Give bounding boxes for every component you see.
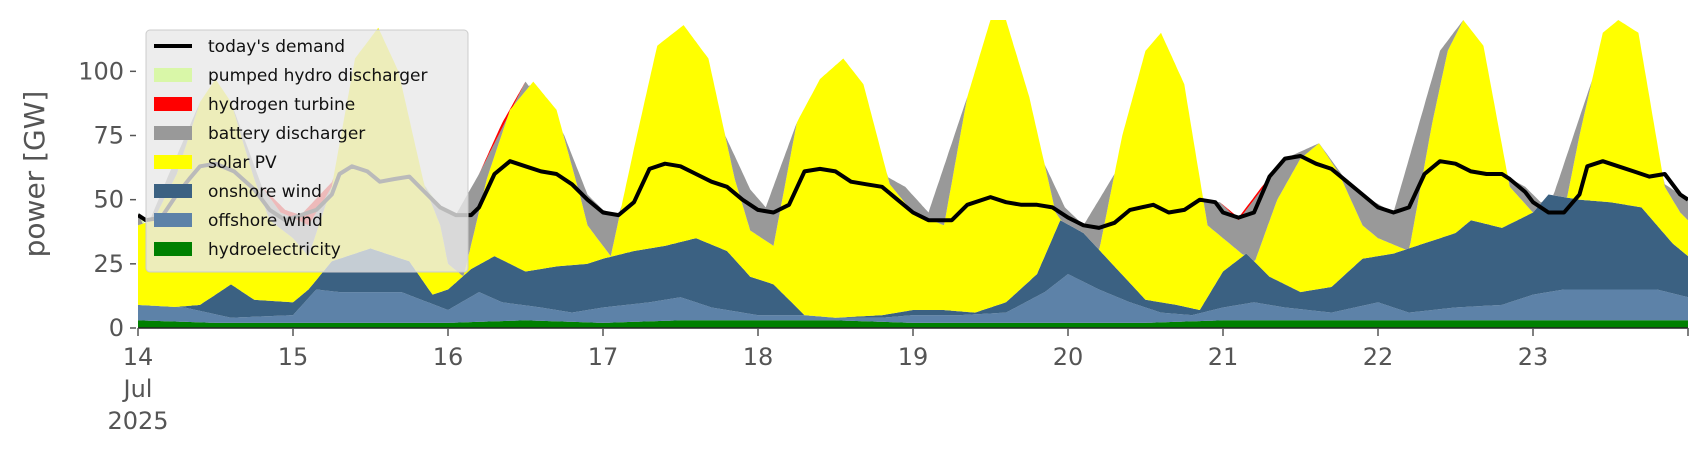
x-tick-label: 16 (433, 343, 464, 371)
legend-label: battery discharger (208, 124, 365, 144)
y-tick-label: 50 (93, 186, 124, 214)
x-tick-label: 19 (898, 343, 929, 371)
legend-label: hydroelectricity (208, 240, 341, 260)
legend-label: onshore wind (208, 182, 322, 202)
axes: 0 25 50 75 100 14 Jul 2025 15 16 17 18 19 20 21 22 23 (78, 57, 1689, 435)
y-axis-label: power [GW] (18, 91, 51, 258)
x-tick-sublabel: Jul (122, 375, 153, 403)
onshore-wind-area (138, 194, 1688, 318)
x-tick-label: 17 (588, 343, 619, 371)
legend-swatch (154, 97, 192, 111)
legend: today's demand pumped hydro discharger hyd… (145, 29, 469, 273)
legend-swatch (154, 184, 192, 198)
x-tick-label: 20 (1053, 343, 1084, 371)
x-tick-label: 15 (278, 343, 309, 371)
legend-swatch (154, 155, 192, 169)
legend-label: today's demand (208, 37, 345, 57)
y-tick-label: 100 (78, 57, 124, 85)
x-tick-label: 22 (1363, 343, 1394, 371)
x-tick-label: 21 (1208, 343, 1239, 371)
legend-swatch (154, 68, 192, 82)
legend-swatch (154, 242, 192, 256)
legend-label: pumped hydro discharger (208, 66, 427, 86)
hydroelectricity-area (138, 320, 1688, 328)
legend-swatch (154, 126, 192, 140)
x-tick-label: 14 (123, 343, 154, 371)
y-tick-label: 25 (93, 250, 124, 278)
legend-box (145, 29, 469, 273)
x-tick-label: 23 (1518, 343, 1549, 371)
legend-label: offshore wind (208, 211, 323, 231)
stacked-areas (138, 20, 1688, 328)
legend-label: hydrogen turbine (208, 95, 355, 115)
offshore-wind-area (138, 274, 1688, 323)
legend-swatch (154, 213, 192, 227)
battery-discharger-area (138, 20, 1688, 276)
solar-pv-area (138, 20, 1688, 318)
x-tick-sublabel: 2025 (107, 407, 168, 435)
y-tick-label: 0 (109, 314, 124, 342)
x-tick-label: 18 (743, 343, 774, 371)
y-tick-label: 75 (93, 122, 124, 150)
legend-label: solar PV (208, 153, 277, 173)
